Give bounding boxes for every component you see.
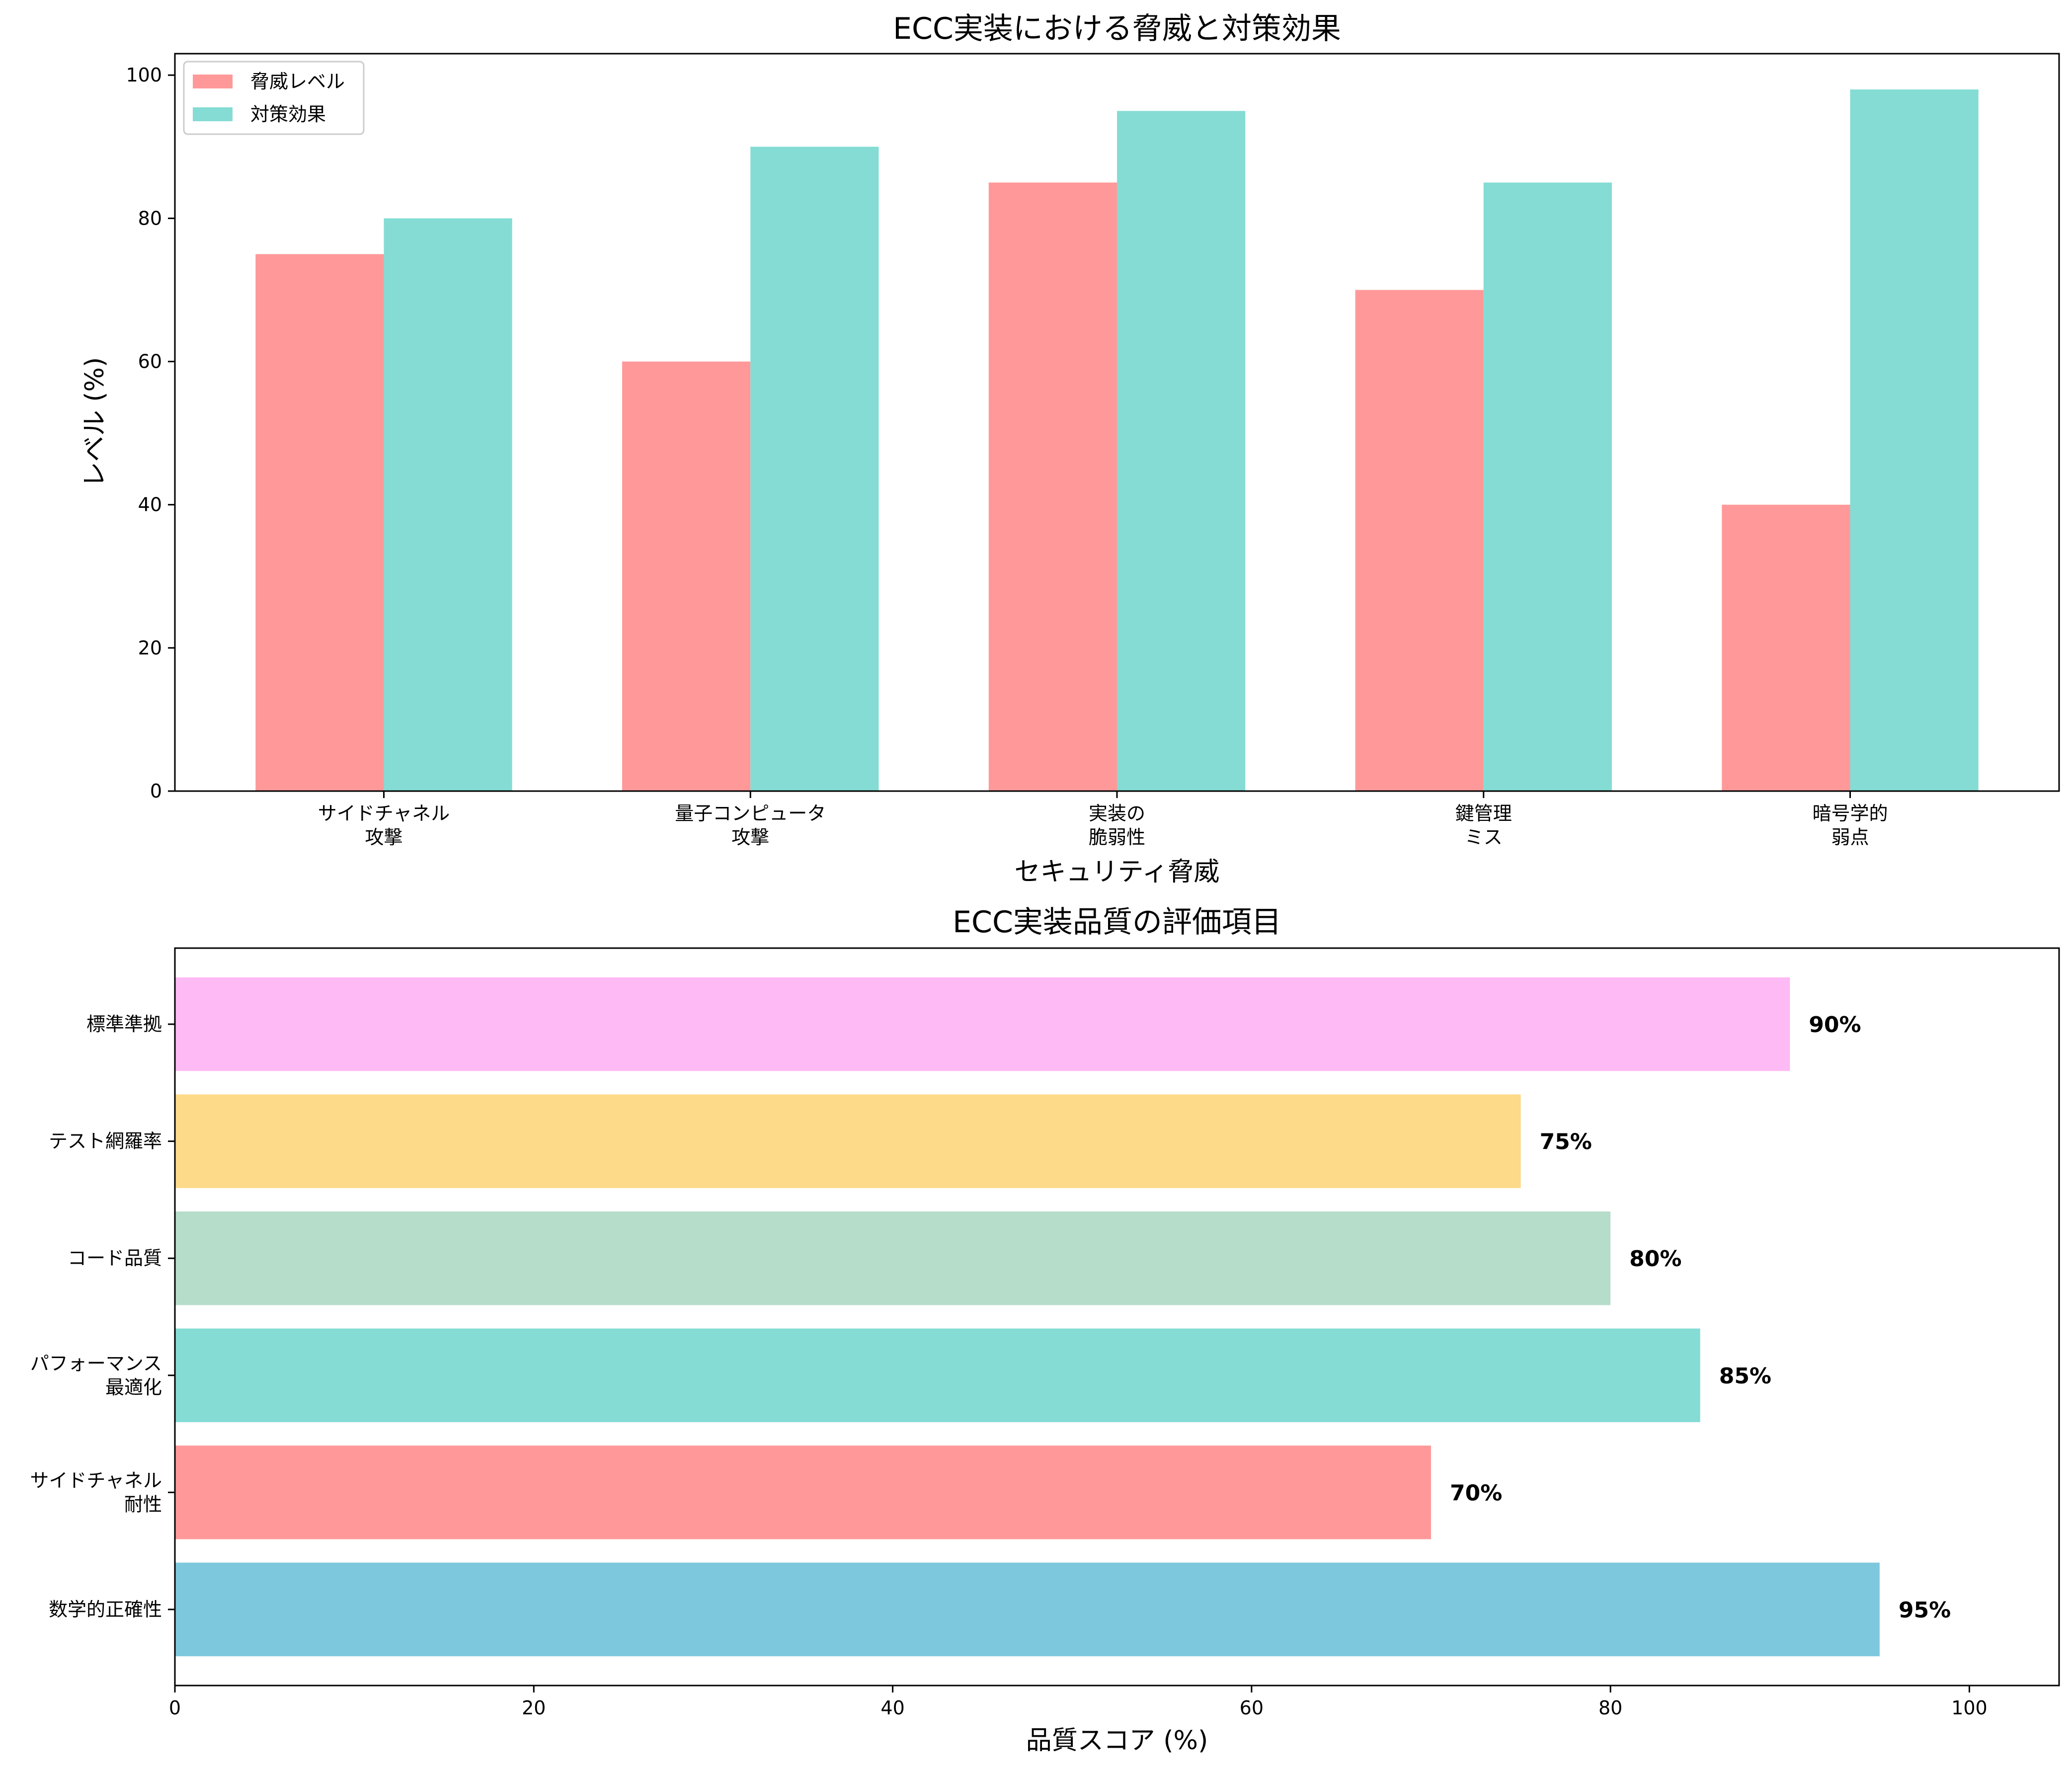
chart1-x-axis-label: セキュリティ脅威 bbox=[1015, 857, 1220, 887]
chart2-axes-frame bbox=[174, 947, 2060, 1687]
bar-countermeasure-1 bbox=[750, 147, 879, 791]
chart1-legend: 脅威レベル 対策効果 bbox=[183, 61, 365, 135]
y-tick-label: コード品質 bbox=[68, 1247, 162, 1269]
legend-swatch-countermeasure bbox=[193, 107, 233, 121]
x-tick-label: 40 bbox=[880, 1697, 904, 1719]
x-tick-label: 鍵管理ミス bbox=[1455, 803, 1512, 848]
x-tick-label: 暗号学的弱点 bbox=[1812, 803, 1888, 848]
y-tick-label: パフォーマンス最適化 bbox=[30, 1353, 162, 1398]
chart1-title: ECC実装における脅威と対策効果 bbox=[893, 11, 1341, 46]
quality-bar-1 bbox=[175, 1446, 1431, 1539]
quality-bar-0 bbox=[175, 1562, 1880, 1657]
chart1-x-ticks: サイドチャネル攻撃 量子コンピュータ攻撃 実装の脆弱性 鍵管理ミス 暗号学的弱点 bbox=[318, 791, 1888, 848]
chart2-x-axis-label: 品質スコア (%) bbox=[1026, 1726, 1208, 1756]
quality-bar-5 bbox=[175, 977, 1790, 1071]
bar-threat-4 bbox=[1722, 504, 1850, 791]
y-tick-label: 20 bbox=[138, 637, 162, 659]
value-label: 95% bbox=[1899, 1598, 1951, 1623]
quality-bar-3 bbox=[175, 1211, 1611, 1305]
chart1-bars bbox=[255, 89, 1979, 792]
x-tick-label: 量子コンピュータ攻撃 bbox=[675, 803, 826, 848]
value-label: 75% bbox=[1540, 1129, 1592, 1155]
bar-countermeasure-3 bbox=[1483, 182, 1612, 791]
chart2-title: ECC実装品質の評価項目 bbox=[953, 905, 1281, 940]
x-tick-label: 80 bbox=[1598, 1697, 1622, 1719]
y-tick-label: テスト網羅率 bbox=[49, 1130, 162, 1152]
x-tick-label: 0 bbox=[169, 1697, 181, 1719]
y-tick-label: 40 bbox=[138, 494, 162, 516]
y-tick-label: 標準準拠 bbox=[86, 1013, 162, 1035]
quality-bar-4 bbox=[175, 1094, 1521, 1188]
bar-countermeasure-0 bbox=[384, 218, 512, 791]
y-tick-label: 数学的正確性 bbox=[49, 1599, 162, 1620]
x-tick-label: 20 bbox=[522, 1697, 546, 1719]
y-tick-label: サイドチャネル耐性 bbox=[30, 1469, 162, 1515]
quality-evaluation-chart: ECC実装品質の評価項目 95% 70% 85% 80% 75% 90% 数学的正確性 サイ… bbox=[30, 905, 2060, 1756]
y-tick-label: 100 bbox=[126, 64, 162, 86]
x-tick-label: 100 bbox=[1951, 1697, 1988, 1719]
value-label: 80% bbox=[1629, 1246, 1681, 1272]
bar-countermeasure-2 bbox=[1117, 111, 1246, 792]
bar-threat-0 bbox=[255, 254, 384, 791]
x-tick-label: 60 bbox=[1240, 1697, 1264, 1719]
y-tick-label: 0 bbox=[150, 780, 162, 802]
value-label: 90% bbox=[1809, 1012, 1861, 1038]
chart1-y-axis-label: レベル (%) bbox=[80, 357, 110, 488]
chart2-x-ticks: 0 20 40 60 80 100 bbox=[169, 1686, 1988, 1719]
legend-label-countermeasure: 対策効果 bbox=[250, 103, 326, 125]
chart1-y-ticks: 0 20 40 60 80 100 bbox=[126, 64, 175, 802]
value-label: 85% bbox=[1719, 1364, 1771, 1389]
bar-threat-2 bbox=[988, 182, 1117, 791]
legend-label-threat: 脅威レベル bbox=[250, 71, 345, 92]
chart2-bars bbox=[175, 977, 1880, 1657]
threat-countermeasure-chart: ECC実装における脅威と対策効果 0 20 40 60 80 100 サイドチャネル攻撃 量… bbox=[80, 11, 2060, 887]
x-tick-label: 実装の脆弱性 bbox=[1089, 803, 1145, 848]
bar-threat-1 bbox=[622, 361, 751, 791]
y-tick-label: 80 bbox=[138, 207, 162, 229]
value-label: 70% bbox=[1450, 1480, 1502, 1506]
chart1-axes-frame bbox=[174, 53, 2060, 792]
quality-bar-2 bbox=[175, 1328, 1700, 1422]
chart2-value-labels: 95% 70% 85% 80% 75% 90% bbox=[1450, 1012, 1951, 1623]
bar-countermeasure-4 bbox=[1850, 89, 1979, 792]
bar-threat-3 bbox=[1355, 290, 1484, 791]
x-tick-label: サイドチャネル攻撃 bbox=[318, 803, 450, 848]
y-tick-label: 60 bbox=[138, 351, 162, 373]
legend-swatch-threat bbox=[193, 75, 233, 88]
